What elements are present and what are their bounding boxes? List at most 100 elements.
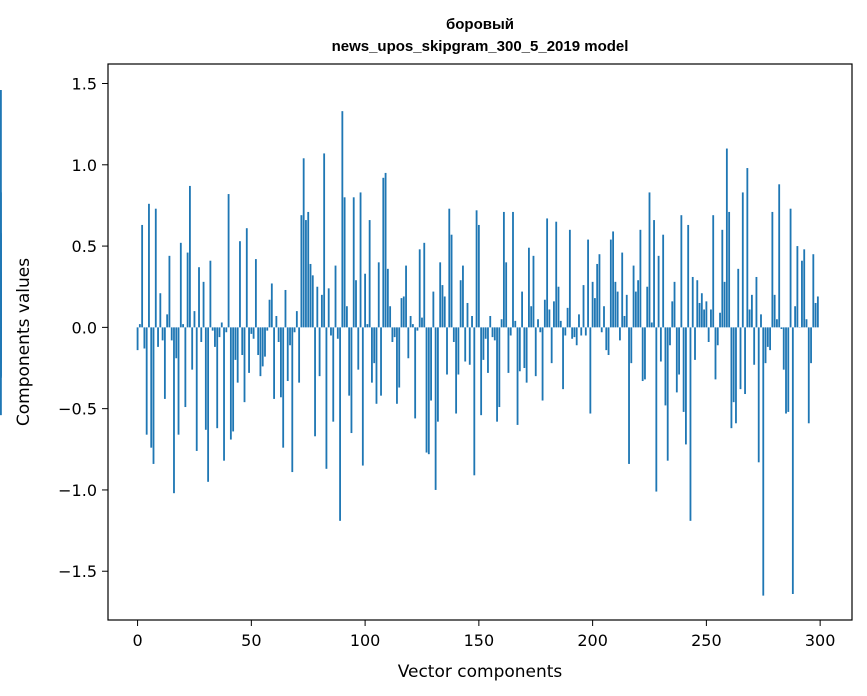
bar-80 <box>318 327 321 377</box>
bar-231 <box>662 234 665 328</box>
bar-257 <box>721 229 724 328</box>
bar-272 <box>755 276 758 328</box>
bar-89 <box>339 327 341 521</box>
bar-151 <box>480 327 483 416</box>
bar-112 <box>391 327 394 342</box>
y-tick-label: −1.5 <box>58 562 97 581</box>
bar-280 <box>773 294 776 328</box>
bar-162 <box>505 262 508 328</box>
bar-155 <box>489 315 492 328</box>
bar-200 <box>591 281 594 328</box>
bar-160 <box>500 319 503 328</box>
bar-292 <box>801 260 803 328</box>
bar-247 <box>698 302 701 328</box>
bar-29 <box>202 281 205 328</box>
bar-254 <box>714 327 717 380</box>
bar-62 <box>277 327 280 342</box>
bar-77 <box>311 275 314 328</box>
bar-173 <box>530 306 533 328</box>
bar-9 <box>157 327 159 347</box>
bar-57 <box>266 327 269 331</box>
bar-35 <box>216 327 219 429</box>
x-tick-label: 0 <box>132 631 142 650</box>
bar-6 <box>150 327 153 448</box>
bar-45 <box>239 241 241 328</box>
bar-190 <box>568 229 571 328</box>
bar-260 <box>728 211 731 328</box>
bar-180 <box>546 218 549 328</box>
bar-278 <box>769 327 771 351</box>
bar-85 <box>330 327 332 336</box>
bar-125 <box>421 317 423 328</box>
bar-244 <box>691 276 694 328</box>
bar-191 <box>571 327 574 339</box>
bar-255 <box>716 327 719 346</box>
bar-48 <box>245 228 248 328</box>
bar-119 <box>407 327 410 359</box>
bar-209 <box>612 231 615 328</box>
bar-undefined <box>0 327 2 377</box>
bar-192 <box>573 327 576 338</box>
bar-97 <box>357 327 360 370</box>
bar-276 <box>764 327 767 364</box>
bar-273 <box>757 327 760 463</box>
y-tick-label: −1.0 <box>58 481 97 500</box>
bar-7 <box>152 327 155 464</box>
bar-256 <box>719 312 721 328</box>
bar-23 <box>189 185 191 328</box>
bar-288 <box>791 327 794 594</box>
x-tick-label: 150 <box>464 631 495 650</box>
bar-82 <box>323 153 326 328</box>
bar-139 <box>452 327 455 342</box>
bar-269 <box>748 309 751 328</box>
bar-34 <box>214 327 216 347</box>
bar-152 <box>482 327 485 360</box>
bar-218 <box>632 265 635 328</box>
bar-261 <box>730 327 733 429</box>
y-axis-ticks: −1.5 −1.0 −0.5 0.0 0.5 1.0 1.5 <box>58 75 108 581</box>
bar-205 <box>603 306 605 328</box>
bar-4 <box>145 327 148 435</box>
bar-283 <box>780 327 783 329</box>
chart-title-model: news_upos_skipgram_300_5_2019 model <box>332 38 629 55</box>
bar-123 <box>416 327 419 331</box>
bar-11 <box>161 327 164 341</box>
bar-246 <box>696 280 699 328</box>
bar-197 <box>584 327 587 336</box>
y-tick-label: −0.5 <box>58 400 97 419</box>
bar-262 <box>732 327 735 403</box>
bar-202 <box>596 263 599 328</box>
bar-115 <box>398 327 401 388</box>
bar-252 <box>710 309 712 328</box>
bar-237 <box>675 327 678 393</box>
bar-206 <box>605 327 608 351</box>
bar-44 <box>236 327 239 383</box>
bar-172 <box>528 247 530 328</box>
bar-133 <box>439 262 442 328</box>
bar-86 <box>332 327 335 422</box>
bar-241 <box>685 327 687 445</box>
y-tick-label: 0.5 <box>72 237 97 256</box>
bar-109 <box>384 172 387 328</box>
bar-154 <box>487 327 489 373</box>
bar-54 <box>259 327 262 377</box>
bar-265 <box>739 327 742 390</box>
bar-271 <box>753 327 756 365</box>
x-axis-label: Vector components <box>398 662 563 682</box>
bar-239 <box>680 215 683 328</box>
bar-93 <box>348 327 351 396</box>
bar-144 <box>464 327 467 362</box>
x-tick-label: 300 <box>805 631 836 650</box>
bar-229 <box>657 255 660 328</box>
bar-43 <box>234 327 237 360</box>
bar-13 <box>166 314 169 328</box>
bar-series <box>0 90 819 596</box>
chart-title-word: боровый <box>446 16 514 33</box>
bar-250 <box>705 301 708 328</box>
bar-193 <box>575 327 578 346</box>
bar-238 <box>678 327 680 375</box>
bar-221 <box>639 229 642 328</box>
bar-297 <box>812 254 815 328</box>
bar-51 <box>252 327 255 339</box>
bar-274 <box>760 314 762 328</box>
